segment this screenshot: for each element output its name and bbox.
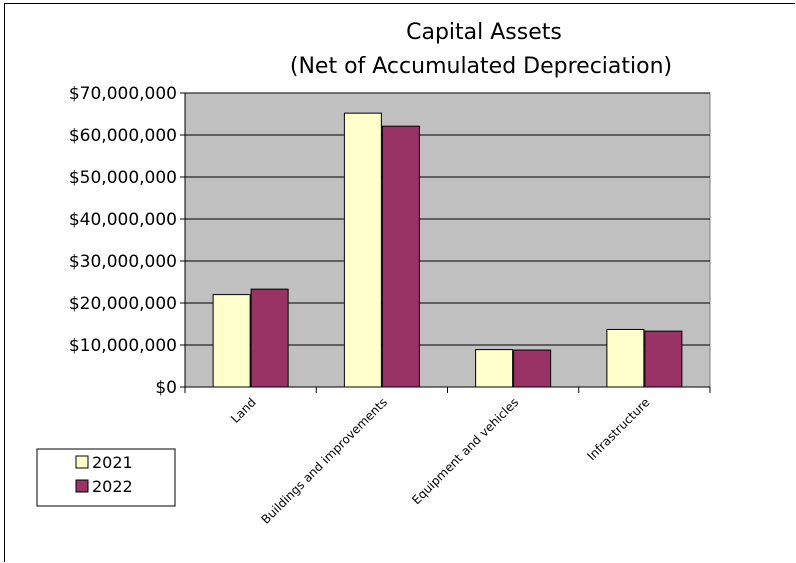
bar-2021-equipment-and-vehicles [475,349,514,388]
chart-frame [4,3,795,562]
bar-2021-buildings-and-improvements [343,112,382,388]
chart-title: Capital Assets [406,20,562,45]
y-tick-label: $30,000,000 [69,252,177,272]
y-tick-label: $40,000,000 [69,210,177,230]
y-tick-label: $0 [155,378,177,398]
bar-2021-land [212,294,251,388]
y-tick-label: $60,000,000 [69,126,177,146]
chart-subtitle: (Net of Accumulated Depreciation) [290,54,672,79]
legend-box [36,448,176,507]
x-tick-label: Infrastructure [585,395,653,463]
y-tick-label: $10,000,000 [69,336,177,356]
legend: 2021 2022 [36,448,176,507]
bar-2021-infrastructure [606,328,645,388]
x-tick-label: Land [228,395,259,426]
y-tick-label: $20,000,000 [69,294,177,314]
bar-2022-buildings-and-improvements [381,125,420,388]
bar-2022-land [250,288,289,388]
x-axis [184,93,711,393]
x-axis-tick-labels: Land Buildings and improvements Equipment … [228,395,652,526]
legend-label: 2022 [92,477,133,496]
bar-2022-infrastructure [644,330,683,388]
x-tick-label: Equipment and vehicles [409,395,521,507]
y-tick-label: $50,000,000 [69,168,177,188]
x-tick-label: Buildings and improvements [259,395,390,526]
y-axis-ticks: $0 $10,000,000 $20,000,000 $30,000,000 $40,0… [69,84,185,398]
legend-label: 2021 [92,453,133,472]
legend-swatch [75,455,89,469]
y-tick-label: $70,000,000 [69,84,177,104]
legend-swatch [75,479,89,493]
bar-2022-equipment-and-vehicles [513,349,552,388]
bars [212,112,683,388]
